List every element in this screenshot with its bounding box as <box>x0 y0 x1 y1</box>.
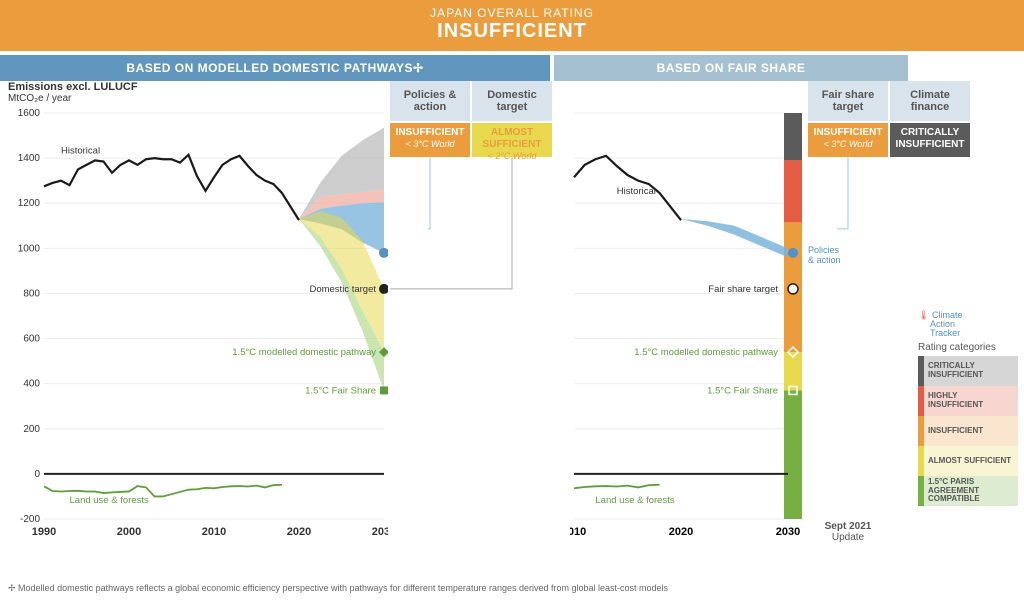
rating-temp: < 3°C World <box>810 139 886 150</box>
svg-text:1.5°C modelled domestic pathwa: 1.5°C modelled domestic pathway <box>232 347 376 358</box>
svg-text:2020: 2020 <box>287 526 311 538</box>
legend-item: ALMOST SUFFICIENT <box>918 446 1018 476</box>
legend-title: Rating categories <box>918 342 1018 353</box>
label-policies-action: Policies& action <box>808 245 841 265</box>
banner-title: INSUFFICIENT <box>0 20 1024 43</box>
legend-item: 1.5°C PARIS AGREEMENT COMPATIBLE <box>918 476 1018 506</box>
rating-finance: CRITICALLY INSUFFICIENT <box>890 123 970 157</box>
footnote: ✢ Modelled domestic pathways reflects a … <box>8 583 668 594</box>
rating-text: INSUFFICIENT <box>810 127 886 139</box>
rating-temp: < 2°C World <box>474 151 550 162</box>
col-header-fairshare: Fair share target <box>808 81 888 121</box>
legend-panel: 🌡 Climate Action Tracker Rating categori… <box>918 311 1018 506</box>
col-header-finance: Climate finance <box>890 81 970 121</box>
update-date: Sept 2021 <box>825 521 872 532</box>
svg-text:600: 600 <box>23 334 40 345</box>
svg-text:0: 0 <box>34 469 40 480</box>
legend-item: HIGHLY INSUFFICIENT <box>918 386 1018 416</box>
svg-text:2020: 2020 <box>669 526 693 538</box>
update-stamp: Sept 2021 Update <box>808 521 888 543</box>
update-label: Update <box>832 532 864 543</box>
svg-text:1400: 1400 <box>18 153 41 164</box>
svg-text:Historical: Historical <box>61 146 100 157</box>
svg-text:2030: 2030 <box>776 526 800 538</box>
legend-item: CRITICALLY INSUFFICIENT <box>918 356 1018 386</box>
legend-item: INSUFFICIENT <box>918 416 1018 446</box>
svg-text:1000: 1000 <box>18 243 41 254</box>
rating-text: ALMOST SUFFICIENT <box>474 127 550 151</box>
svg-text:2000: 2000 <box>117 526 141 538</box>
rating-text: CRITICALLY INSUFFICIENT <box>892 127 968 151</box>
svg-text:1990: 1990 <box>32 526 56 538</box>
svg-text:800: 800 <box>23 288 40 299</box>
svg-text:1.5°C Fair Share: 1.5°C Fair Share <box>707 385 778 396</box>
svg-text:-200: -200 <box>20 514 40 525</box>
svg-text:2030: 2030 <box>372 526 388 538</box>
band-fairshare: BASED ON FAIR SHARE <box>554 55 908 81</box>
banner-subtitle: JAPAN OVERALL RATING <box>0 6 1024 20</box>
svg-text:1200: 1200 <box>18 198 41 209</box>
rating-policies: INSUFFICIENT < 3°C World <box>390 123 470 157</box>
band-modelled: BASED ON MODELLED DOMESTIC PATHWAYS✢ <box>0 55 550 81</box>
svg-text:Land use & forests: Land use & forests <box>70 495 149 506</box>
overall-rating-banner: JAPAN OVERALL RATING INSUFFICIENT <box>0 0 1024 51</box>
section-bands: BASED ON MODELLED DOMESTIC PATHWAYS✢ BAS… <box>0 55 1024 81</box>
rating-text: INSUFFICIENT <box>392 127 468 139</box>
y-axis-title: Emissions excl. LULUCF <box>8 81 388 93</box>
svg-text:1.5°C Fair Share: 1.5°C Fair Share <box>305 385 376 396</box>
svg-text:200: 200 <box>23 424 40 435</box>
rating-temp: < 3°C World <box>392 139 468 150</box>
svg-text:2010: 2010 <box>202 526 226 538</box>
brand-line3: Tracker <box>930 328 960 338</box>
rating-domestic: ALMOST SUFFICIENT < 2°C World <box>472 123 552 157</box>
svg-text:Land use & forests: Land use & forests <box>595 495 674 506</box>
svg-text:400: 400 <box>23 379 40 390</box>
svg-text:Domestic target: Domestic target <box>309 284 376 295</box>
chart-fair-share: 2010 2020 2030 Historical Fair share target 1… <box>570 81 806 551</box>
svg-text:Fair share target: Fair share target <box>708 284 778 295</box>
svg-text:Historical: Historical <box>617 186 656 197</box>
rating-fairshare: INSUFFICIENT < 3°C World <box>808 123 888 157</box>
svg-text:1.5°C modelled domestic pathwa: 1.5°C modelled domestic pathway <box>634 347 778 358</box>
svg-text:2010: 2010 <box>570 526 586 538</box>
svg-text:1600: 1600 <box>18 109 41 119</box>
chart-modelled-pathways: Emissions excl. LULUCF MtCO₂e / year -20… <box>8 81 388 551</box>
col-header-domestic: Domestic target <box>472 81 552 121</box>
y-axis-unit: MtCO₂e / year <box>8 93 388 104</box>
col-header-policies: Policies & action <box>390 81 470 121</box>
